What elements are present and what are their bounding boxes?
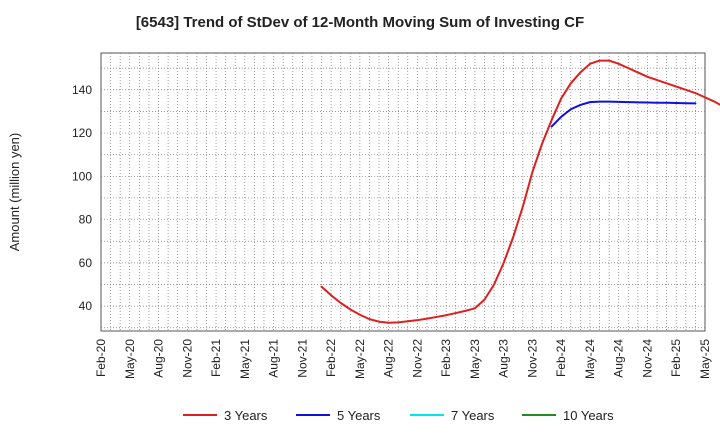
- x-tick-label: Aug-20: [152, 339, 166, 378]
- x-tick-label: May-22: [353, 339, 367, 379]
- x-tick-label: Nov-20: [180, 339, 194, 378]
- x-tick-label: May-20: [123, 339, 137, 379]
- y-tick-label: 40: [79, 299, 93, 313]
- x-tick-label: Feb-21: [209, 339, 223, 377]
- x-tick-label: Nov-22: [410, 339, 424, 378]
- y-tick-label: 140: [72, 83, 92, 97]
- legend-label: 5 Years: [337, 408, 381, 423]
- x-tick-label: Feb-25: [669, 339, 683, 377]
- y-tick-label: 120: [72, 126, 92, 140]
- x-tick-label: Nov-24: [640, 339, 654, 378]
- x-tick-label: Nov-21: [295, 339, 309, 378]
- series-line-3-years: [320, 59, 720, 324]
- x-tick-label: May-24: [583, 339, 597, 379]
- x-tick-label: Aug-22: [382, 339, 396, 378]
- legend-label: 7 Years: [451, 408, 495, 423]
- y-axis-title: Amount (million yen): [7, 133, 22, 252]
- chart-title: [6543] Trend of StDev of 12-Month Moving…: [135, 14, 585, 31]
- x-tick-label: Feb-24: [554, 339, 568, 377]
- x-tick-label: May-25: [698, 339, 712, 379]
- x-tick-label: Aug-21: [267, 339, 281, 378]
- y-tick-label: 60: [79, 256, 93, 270]
- x-tick-label: Feb-20: [94, 339, 108, 377]
- x-tick-label: Feb-22: [324, 339, 338, 377]
- x-tick-label: May-21: [238, 339, 252, 379]
- legend-label: 10 Years: [563, 408, 614, 423]
- y-tick-label: 100: [72, 169, 92, 183]
- x-tick-label: Aug-24: [612, 339, 626, 378]
- x-tick-label: Nov-23: [525, 339, 539, 378]
- legend-label: 3 Years: [224, 408, 268, 423]
- plot-area: [100, 52, 706, 332]
- x-tick-label: Feb-23: [439, 339, 453, 377]
- x-tick-label: Aug-23: [497, 339, 511, 378]
- x-tick-label: May-23: [468, 339, 482, 379]
- y-tick-label: 80: [79, 213, 93, 227]
- series-line-5-years: [550, 100, 697, 128]
